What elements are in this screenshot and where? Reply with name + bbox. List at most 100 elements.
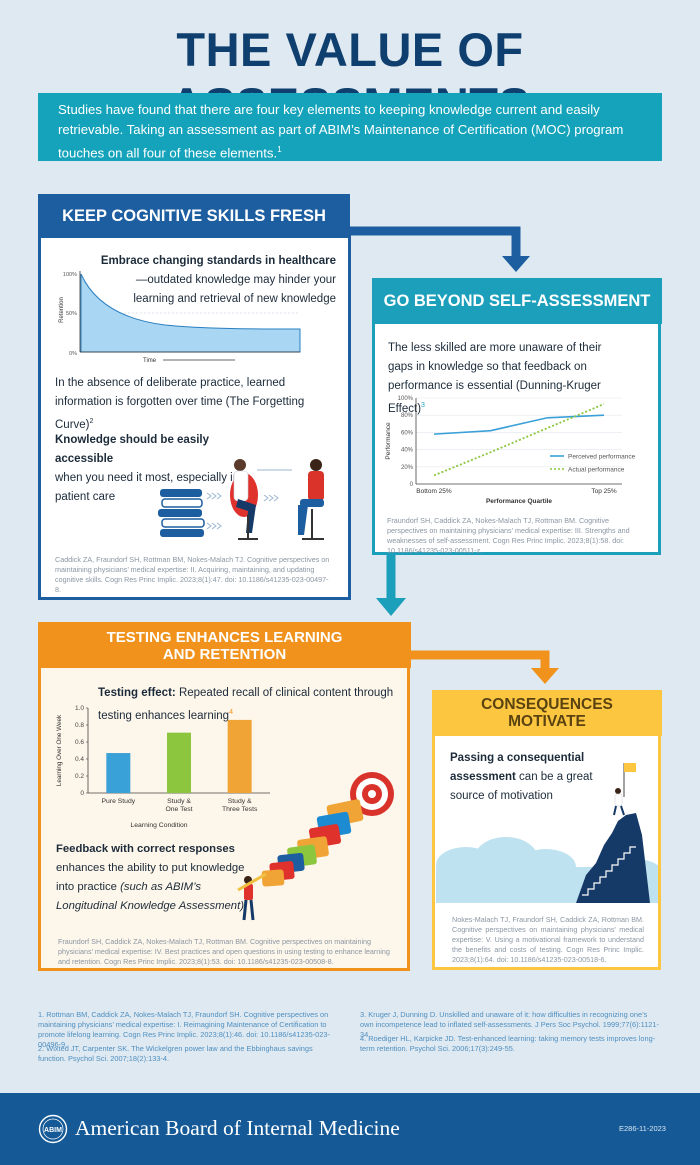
- books-stack-icon: [158, 489, 205, 537]
- fc-ytick-0: 0%: [69, 351, 77, 357]
- te-xtick-1-0: Study &: [167, 798, 191, 805]
- p3-testing-effect-text: Testing effect: Repeated recall of clini…: [98, 684, 398, 726]
- te-ytick: 0.8: [75, 722, 84, 729]
- te-ytick: 0: [80, 790, 84, 797]
- arrow-1-to-2: [350, 226, 521, 258]
- p1-curve-body: In the absence of deliberate practice, l…: [55, 377, 305, 431]
- te-bar-1: [167, 732, 191, 793]
- p4-text: Passing a consequential assessment can b…: [450, 749, 600, 806]
- p3-italic2: (such as ABIM’s Longitudinal Knowledge A…: [56, 881, 244, 912]
- te-bar-2: [227, 719, 252, 793]
- p3-text1: Repeated recall of clinical content thro…: [98, 687, 394, 722]
- connector-arrows: [350, 226, 559, 684]
- fc-xlabel: Time: [143, 358, 157, 364]
- fc-area: [80, 273, 301, 353]
- motion-arrows: [206, 469, 292, 530]
- p3-bold1: Testing effect:: [98, 687, 176, 699]
- panel-3-header-line2: AND RETENTION: [162, 646, 287, 663]
- arrow-3-to-4-head: [531, 668, 559, 684]
- dk-legend-label-0: Perceived performance: [568, 454, 636, 461]
- p4-citation: Nokes-Malach TJ, Fraundorf SH, Caddick Z…: [452, 915, 644, 964]
- target-icon: [350, 772, 394, 816]
- dk-ytick: 20%: [401, 465, 414, 471]
- p3-citation: Fraundorf SH, Caddick ZA, Nokes-Malach T…: [58, 937, 390, 966]
- dk-legend-label-1: Actual performance: [568, 467, 625, 474]
- abim-logo-icon: ABIM: [38, 1114, 68, 1144]
- p4-body: can be a great source of motivation: [450, 771, 593, 802]
- doctors-books-illustration: [158, 459, 324, 540]
- p1-citation: Caddick ZA, Fraundorf SH, Rottman BM, No…: [55, 555, 330, 594]
- dk-xlabel: Performance Quartile: [486, 498, 552, 505]
- te-ytick: 0.4: [75, 756, 84, 763]
- fc-ytick-100: 100%: [63, 272, 77, 278]
- p2-sup: 3: [421, 402, 425, 409]
- te-ytick: 0.2: [75, 773, 84, 780]
- p3-text2: enhances the ability to put knowledge in…: [56, 862, 245, 893]
- p2-body: The less skilled are more unaware of the…: [388, 342, 602, 415]
- p1-curve-text: In the absence of deliberate practice, l…: [55, 374, 340, 435]
- dk-ytick: 60%: [401, 430, 414, 436]
- arrow-2-to-3-head: [376, 598, 406, 616]
- ref-3: 3. Kruger J, Dunning D. Unskilled and un…: [360, 1010, 659, 1039]
- te-xlabel: Learning Condition: [130, 822, 187, 829]
- dk-xtick: Top 25%: [591, 488, 617, 495]
- testing-effect-chart: 0 0.2 0.4 0.6 0.8 1.0 Learning Over One Week Pu…: [56, 705, 270, 829]
- panel-4-header: CONSEQUENCES MOTIVATE: [432, 690, 662, 736]
- p1-text1: —outdated knowledge may hinder your lear…: [133, 274, 336, 305]
- target-cards-illustration: [237, 772, 394, 921]
- org-name: American Board of Internal Medicine: [75, 1116, 400, 1140]
- dk-ytick: 40%: [401, 448, 414, 454]
- panel-2-header: GO BEYOND SELF-ASSESSMENT: [372, 278, 662, 324]
- p2-citation: Fraundorf SH, Caddick ZA, Nokes-Malach T…: [387, 516, 630, 555]
- p1-accessible-text: Knowledge should be easily accessible wh…: [55, 431, 255, 507]
- intro-box: Studies have found that there are four k…: [38, 93, 662, 161]
- p3-feedback-text: Feedback with correct responses enhances…: [56, 840, 256, 916]
- mountain-stairs-icon: [576, 813, 650, 903]
- dunning-kruger-chart: 0 20% 40% 60% 80% 100% Performance Bottom 25% To…: [385, 396, 636, 505]
- te-ylabel: Learning Over One Week: [56, 714, 63, 786]
- doc-code: E286-11-2023: [619, 1124, 666, 1133]
- flashcards-icon: [261, 799, 364, 887]
- p3-bold2: Feedback with correct responses: [56, 843, 235, 855]
- p3-sup: 4: [229, 709, 233, 716]
- p1-intro-text: Embrace changing standards in healthcare…: [96, 252, 336, 309]
- footer: [0, 1093, 700, 1165]
- te-xtick-0-0: Pure Study: [102, 798, 136, 805]
- te-xtick-2-1: Three Tests: [222, 806, 258, 813]
- dk-ylabel: Performance: [385, 422, 392, 460]
- dk-series-line-1: [433, 403, 605, 477]
- fc-ylabel: Retention: [59, 297, 65, 323]
- intro-sup: 1: [277, 145, 282, 154]
- p2-text: The less skilled are more unaware of the…: [388, 339, 608, 419]
- arrow-1-to-2-head: [502, 256, 530, 272]
- ref-2: 2. Wixted JT, Carpenter SK. The Wickelgr…: [38, 1044, 313, 1063]
- flag-climber-icon: [613, 763, 636, 816]
- p1-bold2: Knowledge should be easily accessible: [55, 434, 210, 465]
- doctor-right-icon: [298, 459, 324, 540]
- person-pencil-icon: [237, 872, 267, 921]
- p1-text2: when you need it most, especially in pat…: [55, 472, 240, 503]
- p1-bold1: Embrace changing standards in healthcare: [100, 255, 336, 267]
- dk-ytick: 0: [410, 482, 414, 488]
- dk-ytick: 80%: [401, 413, 414, 419]
- p4-bold: Passing a consequential assessment: [450, 752, 585, 783]
- panel-beyond-self-assessment: [372, 320, 661, 555]
- dk-ytick: 100%: [398, 396, 414, 402]
- panel-4-header-line2: MOTIVATE: [508, 713, 586, 730]
- doctor-left-icon: [230, 459, 258, 540]
- abim-logo-text: ABIM: [44, 1127, 62, 1134]
- panel-3-header: TESTING ENHANCES LEARNING AND RETENTION: [38, 622, 411, 668]
- ref-4: 4. Roediger HL, Karpicke JD. Test-enhanc…: [360, 1034, 656, 1053]
- forgetting-curve-chart: Retention 100% 50% 0% Time: [59, 271, 301, 364]
- te-ytick: 0.6: [75, 739, 84, 746]
- ref-1: 1. Rottman BM, Caddick ZA, Nokes-Malach …: [38, 1010, 330, 1049]
- intro-text: Studies have found that there are four k…: [58, 102, 624, 161]
- te-xtick-1-1: One Test: [165, 806, 192, 813]
- mountain-climb-illustration: [436, 763, 658, 903]
- te-bar-0: [106, 753, 131, 793]
- dk-xtick: Bottom 25%: [416, 488, 452, 495]
- te-ytick: 1.0: [75, 705, 84, 712]
- arrow-3-to-4: [410, 650, 550, 670]
- dk-series-line-0: [433, 414, 605, 435]
- panel-4-header-line1: CONSEQUENCES: [481, 696, 613, 713]
